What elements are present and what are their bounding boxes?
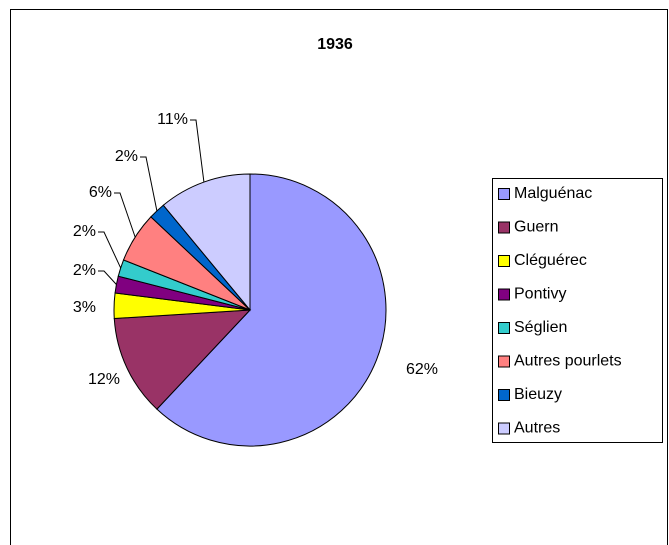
legend-label: Autres xyxy=(514,420,560,437)
legend-swatch xyxy=(498,288,510,301)
legend-label: Séglien xyxy=(514,319,567,336)
data-label: 6% xyxy=(89,184,112,201)
legend-swatch xyxy=(498,389,510,401)
legend-swatch xyxy=(498,255,510,267)
legend-swatch xyxy=(498,322,510,334)
legend-label: Pontivy xyxy=(514,286,566,303)
data-label: 11% xyxy=(157,111,188,128)
leader-line xyxy=(114,192,136,238)
data-label: 2% xyxy=(73,223,96,240)
leader-line xyxy=(140,156,158,211)
data-label: 2% xyxy=(115,148,138,165)
leader-line xyxy=(190,119,205,183)
legend-label: Guern xyxy=(514,219,558,236)
pie-slice xyxy=(156,173,387,447)
data-label: 3% xyxy=(73,299,96,316)
leader-line xyxy=(98,270,117,285)
legend-label: Bieuzy xyxy=(514,386,562,403)
legend-swatch xyxy=(498,188,510,200)
legend-label: Autres pourlets xyxy=(514,353,622,370)
legend-swatch xyxy=(498,355,510,368)
data-label: 2% xyxy=(73,262,96,279)
data-label: 12% xyxy=(88,371,120,388)
legend-swatch xyxy=(498,422,510,435)
pie-slice xyxy=(113,309,252,410)
legend-swatch xyxy=(498,221,510,234)
leader-line xyxy=(98,231,122,269)
legend-box xyxy=(492,178,663,443)
chart-title: 1936 xyxy=(317,36,353,53)
legend-label: Cléguérec xyxy=(514,252,587,269)
data-label: 62% xyxy=(406,361,438,378)
legend-label: Malguénac xyxy=(514,185,592,202)
